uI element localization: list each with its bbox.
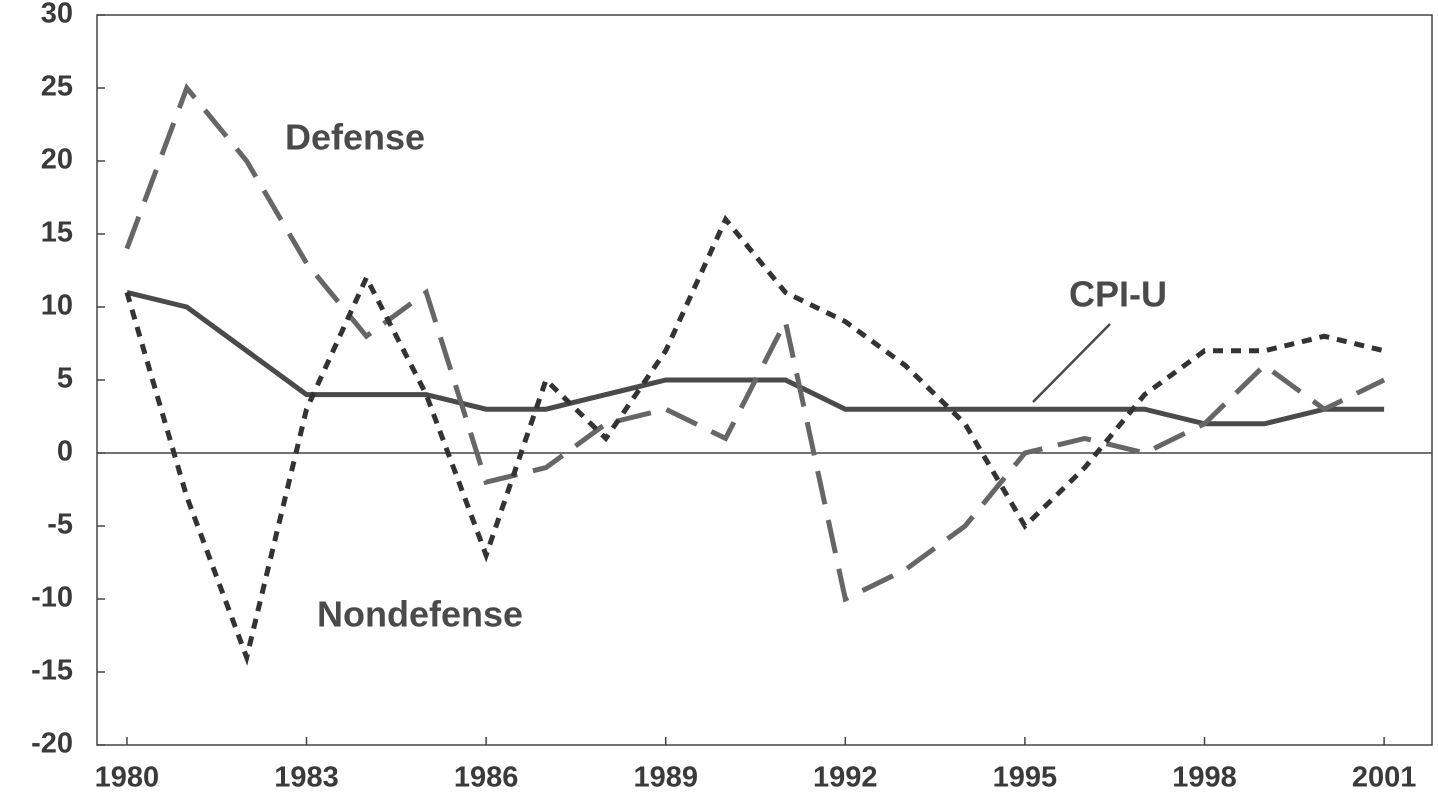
series-line [124,83,1386,603]
series-line [124,214,1385,666]
y-tick-label: -20 [31,728,73,760]
x-tick-label: 1992 [813,762,878,794]
y-tick-label: 5 [57,363,73,395]
series-line [126,289,1385,427]
series-label: Nondefense [317,594,523,635]
y-tick-label: 0 [57,436,73,468]
series-label: Defense [285,117,425,158]
y-tick-label: -15 [31,655,73,687]
series-label: CPI-U [1069,274,1167,315]
y-tick-label: -10 [31,582,73,614]
y-tick-label: 10 [41,290,73,322]
x-tick-label: 1998 [1172,762,1237,794]
x-tick-label: 1983 [274,762,339,794]
x-tick-label: 1980 [95,762,160,794]
x-tick-label: 2001 [1352,762,1417,794]
x-tick-label: 1986 [454,762,519,794]
y-tick-label: 30 [41,0,73,30]
y-tick-label: 15 [41,217,73,249]
x-tick-label: 1995 [993,762,1058,794]
y-tick-label: 20 [41,144,73,176]
y-tick-label: 25 [41,71,73,103]
y-tick-label: -5 [47,509,73,541]
leader-line [1032,323,1111,403]
x-tick-label: 1989 [633,762,698,794]
